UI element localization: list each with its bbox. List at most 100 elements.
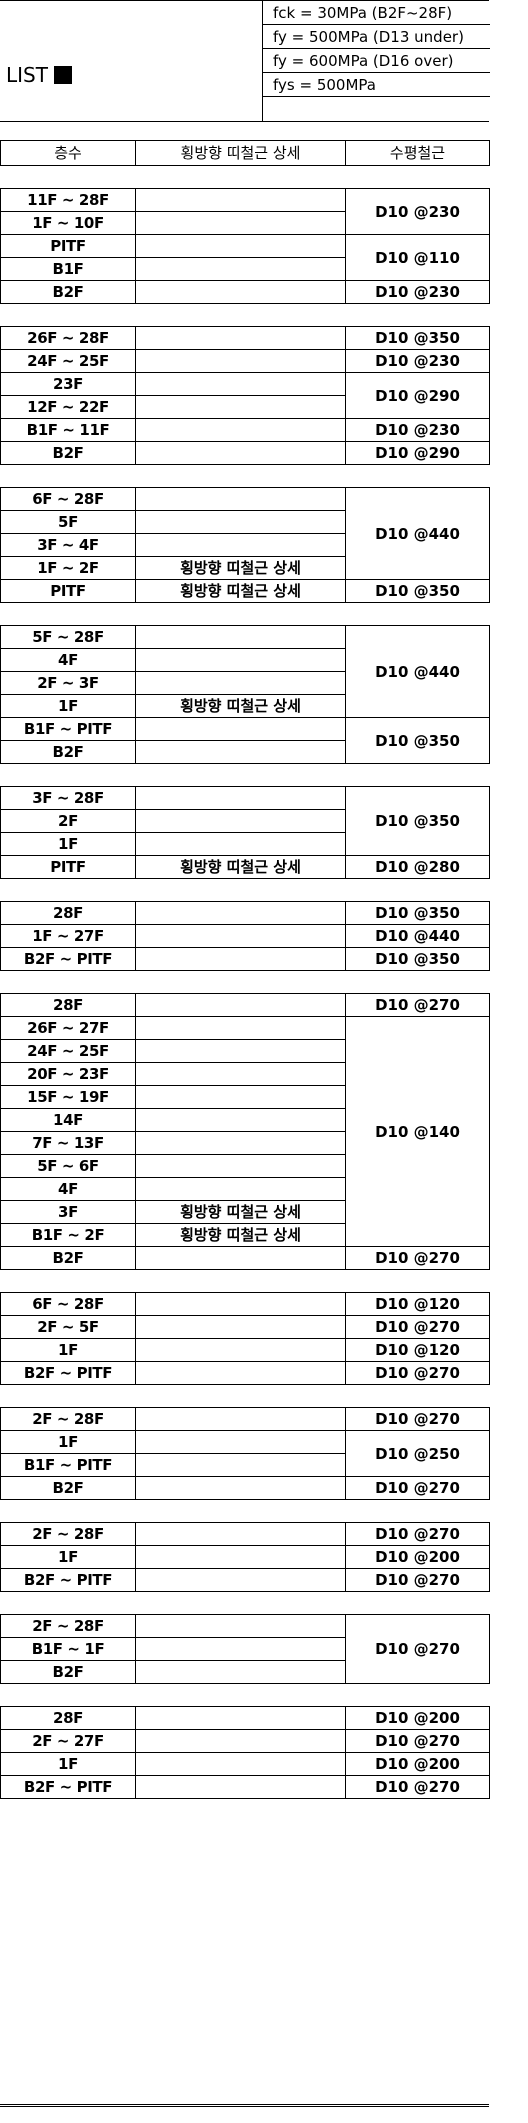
tie-detail-cell [135,211,346,235]
floor-cell: 26F ~ 27F [0,1016,136,1040]
floor-cell: 5F [0,510,136,534]
floor-cell: 2F ~ 28F [0,1407,136,1431]
floor-cell: B2F [0,441,136,465]
group-separator [0,602,490,626]
horizontal-rebar-cell: D10 @200 [345,1752,490,1776]
table-row: 23F D10 @290 [0,372,490,419]
tie-detail-cell [135,671,346,695]
table-row: 1F [0,832,490,856]
table-row: 1F D10 @250 [0,1430,490,1477]
horizontal-rebar-cell: D10 @440 [345,487,490,580]
tie-detail-cell [135,1476,346,1500]
table-row: 2F [0,809,490,833]
tie-detail-cell [135,1039,346,1063]
floor-cell: 24F ~ 25F [0,349,136,373]
table-row: 2F ~ 28F D10 @270 [0,1522,490,1546]
header-horizontal-rebar: 수평철근 [345,140,490,166]
floor-cell: 2F ~ 3F [0,671,136,695]
table-row: 2F ~ 3F [0,671,490,695]
tie-detail-cell [135,1338,346,1362]
tie-detail-cell [135,418,346,442]
floor-cell: 15F ~ 19F [0,1085,136,1109]
horizontal-rebar-cell: D10 @270 [345,993,490,1017]
tie-detail-cell [135,1614,346,1638]
group-separator [0,1269,490,1293]
floor-cell: B2F ~ PITF [0,1361,136,1385]
floor-cell: 7F ~ 13F [0,1131,136,1155]
floor-cell: PITF [0,855,136,879]
floor-cell: B2F [0,1246,136,1270]
table-row: 3F 횡방향 띠철근 상세 [0,1200,490,1224]
horizontal-rebar-cell: D10 @350 [345,947,490,971]
tie-detail-cell: 횡방향 띠철근 상세 [135,556,346,580]
floor-cell: 1F [0,832,136,856]
table-row: B2F ~ PITF D10 @350 [0,947,490,971]
table-row: 1F D10 @200 [0,1545,490,1569]
tie-detail-cell [135,625,346,649]
table-row: 4F [0,648,490,672]
table-row: B2F ~ PITF D10 @270 [0,1361,490,1385]
table-row: 24F ~ 25F [0,1039,490,1063]
table-row: 1F ~ 2F 횡방향 띠철근 상세 [0,556,490,580]
floor-cell: 1F [0,694,136,718]
tie-detail-cell [135,1108,346,1132]
floor-cell: 1F ~ 2F [0,556,136,580]
horizontal-rebar-cell: D10 @230 [345,188,490,235]
spec-line-fy-d16: fy = 600MPa (D16 over) [263,49,490,73]
floor-cell: 1F ~ 27F [0,924,136,948]
tie-detail-cell: 횡방향 띠철근 상세 [135,1223,346,1247]
tie-detail-cell [135,1292,346,1316]
floor-cell: 1F [0,1338,136,1362]
horizontal-rebar-cell: D10 @350 [345,579,490,603]
tie-detail-cell [135,188,346,212]
horizontal-rebar-cell: D10 @230 [345,349,490,373]
group-separator-cell [0,1591,490,1615]
group-separator-cell [0,303,490,327]
floor-cell: B1F ~ 11F [0,418,136,442]
horizontal-rebar-cell: D10 @270 [345,1315,490,1339]
tie-detail-cell [135,1545,346,1569]
horizontal-rebar-cell: D10 @250 [345,1430,490,1477]
tie-detail-cell: 횡방향 띠철근 상세 [135,579,346,603]
horizontal-rebar-cell: D10 @290 [345,372,490,419]
horizontal-rebar-cell: D10 @200 [345,1706,490,1730]
floor-cell: 3F [0,1200,136,1224]
group-separator-cell [0,878,490,902]
group-separator [0,1384,490,1408]
tie-detail-cell [135,1522,346,1546]
floor-cell: 2F ~ 28F [0,1614,136,1638]
tie-detail-cell [135,947,346,971]
floor-cell: 26F ~ 28F [0,326,136,350]
tie-detail-cell [135,1361,346,1385]
floor-cell: B1F ~ PITF [0,1453,136,1477]
table-row: 14F [0,1108,490,1132]
group-separator [0,970,490,994]
group-separator-cell [0,1384,490,1408]
tie-detail-cell: 횡방향 띠철근 상세 [135,855,346,879]
horizontal-rebar-cell: D10 @290 [345,441,490,465]
sheet-header: LIST fck = 30MPa (B2F~28F) fy = 500MPa (… [0,0,490,122]
black-square-icon [53,66,72,84]
table-row: 2F ~ 5F D10 @270 [0,1315,490,1339]
table-row: B1F ~ 11F D10 @230 [0,418,490,442]
rebar-list-sheet: LIST fck = 30MPa (B2F~28F) fy = 500MPa (… [0,0,490,2107]
tie-detail-cell [135,234,346,258]
table-row: PITF 횡방향 띠철근 상세 D10 @280 [0,855,490,879]
tie-detail-cell [135,832,346,856]
floor-cell: 2F [0,809,136,833]
horizontal-rebar-cell: D10 @270 [345,1614,490,1684]
table-row: 3F ~ 28F D10 @350 [0,786,490,856]
floor-cell: B1F ~ 2F [0,1223,136,1247]
group-separator [0,1683,490,1707]
group-separator-cell [0,165,490,189]
tie-detail-cell [135,1062,346,1086]
floor-cell: 5F ~ 6F [0,1154,136,1178]
group-separator-cell [0,602,490,626]
table-row: B2F D10 @230 [0,280,490,304]
floor-cell: 11F ~ 28F [0,188,136,212]
table-row: 6F ~ 28F D10 @440 [0,487,490,580]
floor-cell: 6F ~ 28F [0,1292,136,1316]
list-title: LIST [6,63,72,87]
tie-detail-cell [135,1177,346,1201]
floor-cell: 4F [0,1177,136,1201]
